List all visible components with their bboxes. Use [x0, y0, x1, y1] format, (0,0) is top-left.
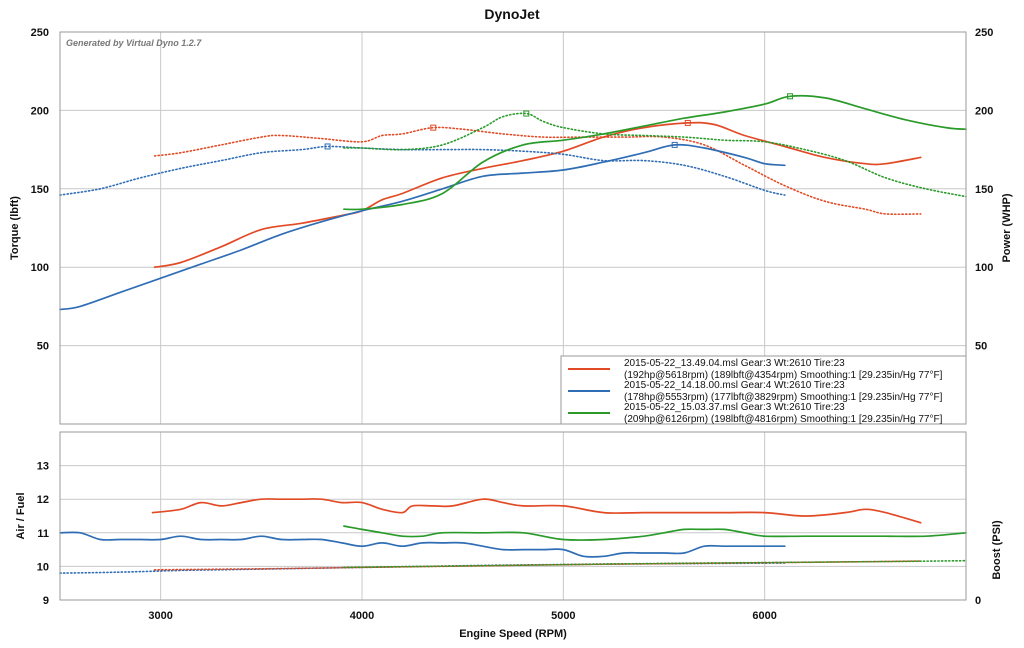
x-axis-ticks: 3000 4000 5000 6000: [148, 610, 776, 622]
bottom-series-6: [343, 559, 967, 569]
boost-tick-0: 0: [975, 595, 981, 607]
top-panel-series: [59, 93, 967, 311]
afr-tick-11: 11: [37, 528, 49, 540]
x-tick-6000: 6000: [752, 610, 776, 622]
y-right-label-boost: Boost (PSI): [991, 520, 1003, 580]
legend-line-1a: 2015-05-22_13.49.04.msl Gear:3 Wt:2610 T…: [624, 358, 845, 369]
y-right-label-power: Power (WHP): [1001, 193, 1013, 262]
y-left-tick-200: 200: [31, 105, 49, 117]
y-right-tick-150: 150: [975, 184, 993, 196]
top-panel-ticks: 50 100 150 200 250 50 100 150 200 250: [31, 27, 994, 353]
top-series-1: [153, 121, 922, 269]
legend-entry-1: 2015-05-22_13.49.04.msl Gear:3 Wt:2610 T…: [568, 358, 943, 381]
legend-line-3a: 2015-05-22_15.03.37.msl Gear:3 Wt:2610 T…: [624, 402, 845, 413]
peak-marker-6: [523, 110, 530, 117]
legend-box: [560, 355, 967, 425]
peak-marker-3: [671, 141, 678, 148]
bottom-series-3: [343, 525, 967, 541]
afr-tick-10: 10: [37, 561, 49, 573]
afr-tick-13: 13: [37, 461, 49, 473]
top-panel-frame: [59, 31, 967, 425]
y-right-tick-100: 100: [975, 262, 993, 274]
y-left-label-afr: Air / Fuel: [15, 492, 27, 539]
top-series-6: [343, 112, 967, 198]
bottom-panel-ticks: 9 10 11 12 13 0: [37, 461, 981, 607]
bottom-panel-series: [59, 498, 967, 574]
legend-entry-2: 2015-05-22_14.18.00.msl Gear:4 Wt:2610 T…: [568, 380, 943, 403]
bottom-panel-grid: [60, 432, 966, 600]
afr-tick-9: 9: [43, 595, 49, 607]
peak-marker-1: [684, 119, 691, 126]
bottom-series-5: [153, 560, 922, 571]
y-right-tick-250: 250: [975, 27, 993, 39]
y-right-tick-50: 50: [975, 341, 987, 353]
legend-line-3b: (209hp@6126rpm) (198lbft@4816rpm) Smooth…: [624, 414, 943, 425]
peak-marker-4: [324, 143, 331, 150]
y-left-tick-250: 250: [31, 27, 49, 39]
bottom-series-2: [59, 531, 786, 558]
top-series-3: [59, 143, 786, 311]
top-series-4: [59, 145, 786, 196]
generator-note: Generated by Virtual Dyno 1.2.7: [66, 38, 202, 48]
x-axis-label: Engine Speed (RPM): [459, 628, 567, 640]
top-series-5: [343, 94, 967, 211]
bottom-panel-frame: [59, 431, 967, 601]
afr-tick-12: 12: [37, 494, 49, 506]
y-left-tick-150: 150: [31, 184, 49, 196]
x-tick-3000: 3000: [148, 610, 172, 622]
y-left-tick-100: 100: [31, 262, 49, 274]
y-left-tick-50: 50: [37, 341, 49, 353]
legend-line-1b: (192hp@5618rpm) (189lbft@4354rpm) Smooth…: [624, 370, 943, 381]
y-right-tick-200: 200: [975, 105, 993, 117]
x-tick-5000: 5000: [551, 610, 575, 622]
legend-entry-3: 2015-05-22_15.03.37.msl Gear:3 Wt:2610 T…: [568, 402, 943, 425]
bottom-series-4: [59, 562, 786, 574]
top-panel-grid: [60, 32, 966, 424]
peak-marker-2: [430, 124, 437, 131]
legend-line-2b: (178hp@5553rpm) (177lbft@3829rpm) Smooth…: [624, 392, 943, 403]
x-tick-4000: 4000: [350, 610, 374, 622]
bottom-series-1: [151, 498, 922, 524]
y-left-label-torque: Torque (lbft): [9, 196, 21, 260]
legend-line-2a: 2015-05-22_14.18.00.msl Gear:4 Wt:2610 T…: [624, 380, 845, 391]
top-series-2: [153, 126, 922, 216]
legend: 2015-05-22_13.49.04.msl Gear:3 Wt:2610 T…: [560, 355, 967, 425]
peak-marker-5: [787, 93, 794, 100]
chart-title: DynoJet: [484, 6, 540, 22]
